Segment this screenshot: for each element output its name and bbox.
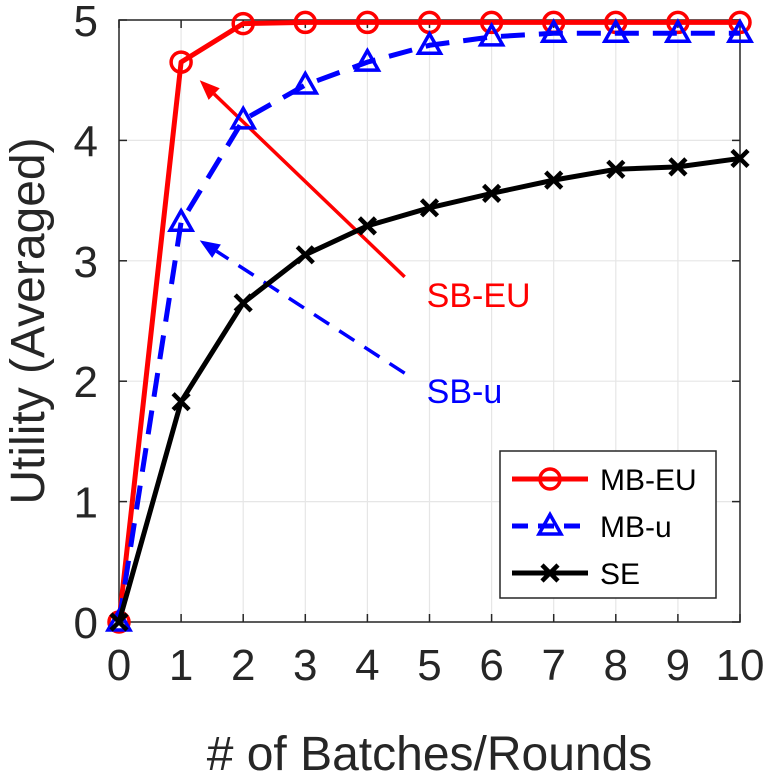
x-marker-stroke [233,293,253,313]
x-marker-stroke [357,216,377,236]
x-marker-stroke [171,392,191,412]
y-tick-label: 5 [74,0,98,46]
x-marker-stroke [606,159,626,179]
data-point [730,148,750,169]
x-marker-stroke [730,148,750,169]
data-point [357,216,377,236]
series-line [116,19,740,623]
y-tick-label: 3 [74,238,98,287]
legend-marker [540,563,560,583]
data-point [293,10,318,35]
data-point [231,11,255,36]
x-marker-stroke [482,183,502,203]
x-tick-label: 3 [293,641,317,690]
data-point [482,183,502,203]
annotations: SB-EU SB-u [199,80,531,411]
x-tick-label: 10 [716,641,765,690]
annotation-sb-u: SB-u [199,240,503,411]
x-marker-stroke [668,157,688,177]
x-tick-label: 8 [604,641,628,690]
data-point [606,159,626,179]
x-marker-stroke [540,563,560,583]
x-marker-stroke [109,612,129,632]
data-point [167,207,196,233]
legend-marker [536,510,564,536]
data-point [601,18,630,43]
data-point [295,245,315,265]
data-point [419,198,440,218]
y-tick-label: 0 [74,599,98,648]
data-point [353,47,382,72]
data-point [229,104,258,130]
y-tick-label: 2 [74,358,98,407]
data-point [171,392,191,412]
data-point [415,30,444,56]
x-tick-label: 2 [231,641,255,690]
x-tick-label: 7 [541,641,565,690]
legend-entry-se: SE [512,558,640,591]
data-point [544,170,564,190]
x-marker-stroke [295,245,315,265]
annotation-arrow-shaft [215,249,406,375]
legend: MB-EU MB-u SE [499,450,717,599]
x-tick-label: 9 [666,641,690,690]
x-marker-stroke [419,198,440,218]
data-point [666,10,690,35]
annotation-label: SB-EU [427,277,531,315]
data-point [291,69,320,95]
legend-entry-mb-eu: MB-EU [512,464,697,497]
series-mb-u [105,18,754,632]
data-point [726,18,754,43]
data-point [109,612,129,632]
data-point [105,606,133,632]
data-point [233,293,253,313]
legend-label: MB-EU [600,464,697,497]
data-point [663,18,692,43]
data-point [479,10,504,35]
y-tick-label: 4 [74,117,98,166]
series-group [105,10,754,634]
annotation-arrow-head [199,240,221,258]
annotation-arrow-shaft [212,92,406,279]
y-tick-label: 1 [74,479,98,528]
data-point [539,18,568,43]
data-point [169,50,193,74]
annotation-sb-eu: SB-EU [199,80,531,315]
legend-entry-mb-u: MB-u [512,510,672,544]
data-point [668,157,688,177]
annotation-label: SB-u [427,373,503,411]
x-tick-label: 5 [417,641,441,690]
x-tick-label: 1 [169,641,193,690]
y-axis-label: Utility (Averaged) [2,137,55,504]
x-axis-label: # of Batches/Rounds [207,728,653,781]
x-tick-label: 6 [479,641,503,690]
x-marker-stroke [544,170,564,190]
x-tick-label: 4 [355,641,379,690]
series-se [109,148,750,632]
legend-label: MB-u [600,511,672,544]
legend-label: SE [600,558,640,591]
data-point [355,10,380,35]
x-tick-label: 0 [107,641,131,690]
series-line [116,30,740,623]
annotation-arrow-head [199,80,220,100]
legend-marker [538,467,562,491]
data-point [477,21,506,47]
